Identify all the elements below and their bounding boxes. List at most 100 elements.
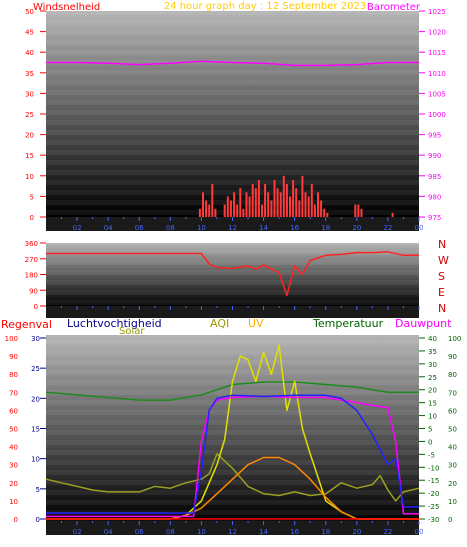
x-tick-label: 20 bbox=[352, 224, 361, 232]
wind-bar bbox=[239, 188, 242, 217]
dewpoint-tick-label: 30 bbox=[448, 462, 457, 470]
compass-label: N bbox=[438, 302, 446, 315]
x-tick-label: 08 bbox=[166, 224, 175, 232]
wind-bar bbox=[254, 188, 257, 217]
dewpoint-tick-label: 90 bbox=[448, 353, 457, 361]
wind-panel bbox=[46, 11, 419, 231]
wind-bar bbox=[310, 184, 313, 217]
wind-bar bbox=[289, 196, 291, 217]
temperature-tick-label: -15 bbox=[428, 477, 439, 485]
bottom-panel bbox=[46, 335, 419, 535]
x-tick-label: 14 bbox=[259, 528, 268, 536]
dewpoint-axis-label: Dauwpunt bbox=[395, 317, 452, 330]
wind-direction-line bbox=[46, 251, 419, 297]
barometer-tick-label: 990 bbox=[428, 152, 441, 160]
compass-label: E bbox=[438, 286, 445, 299]
wind-tick-label: 35 bbox=[25, 70, 34, 78]
temperature-tick-label: 25 bbox=[428, 374, 437, 382]
wind-bar bbox=[208, 204, 211, 217]
humidity-tick-label: 20 bbox=[31, 395, 40, 403]
x-tick-label: 04 bbox=[104, 528, 113, 536]
rain-tick-label: 100 bbox=[5, 335, 18, 343]
wind-tick-label: 45 bbox=[25, 29, 34, 37]
wind-tick-label: 15 bbox=[25, 152, 34, 160]
wind-bar bbox=[360, 208, 363, 217]
x-tick-label: 18 bbox=[321, 224, 330, 232]
dewpoint-tick-label: 80 bbox=[448, 371, 457, 379]
temperature-tick-label: -5 bbox=[428, 451, 435, 459]
dewpoint-tick-label: 0 bbox=[448, 516, 452, 524]
rain-tick-label: 60 bbox=[9, 407, 18, 415]
humidity-tick-label: 5 bbox=[36, 486, 40, 494]
wind-bar bbox=[267, 192, 270, 217]
wind-bar bbox=[233, 192, 236, 217]
dewpoint-tick-label: 50 bbox=[448, 426, 457, 434]
barometer-tick-label: 995 bbox=[428, 132, 441, 140]
x-tick-label: 16 bbox=[290, 528, 299, 536]
humidity-tick-label: 0 bbox=[36, 516, 40, 524]
wind-bar bbox=[301, 175, 304, 217]
x-tick-label: 10 bbox=[197, 528, 206, 536]
wind-tick-label: 40 bbox=[25, 49, 34, 57]
solar-line bbox=[46, 344, 419, 520]
x-tick-label: 08 bbox=[166, 528, 175, 536]
rain-tick-label: 10 bbox=[9, 498, 18, 506]
rain-tick-label: 30 bbox=[9, 462, 18, 470]
wind-bar bbox=[242, 208, 245, 217]
rain-tick-label: 50 bbox=[9, 426, 18, 434]
wind-bar bbox=[357, 204, 360, 217]
temperature-tick-label: -10 bbox=[428, 464, 439, 472]
x-tick-label: 18 bbox=[321, 528, 330, 536]
wind-bar bbox=[202, 192, 204, 217]
dewpoint-tick-label: 60 bbox=[448, 407, 457, 415]
x-tick-label: 04 bbox=[104, 224, 113, 232]
wind-bar bbox=[257, 179, 260, 217]
temperature-tick-label: 40 bbox=[428, 335, 437, 343]
barometer-tick-label: 985 bbox=[428, 173, 441, 181]
x-tick-label: 02 bbox=[73, 224, 82, 232]
compass-label: S bbox=[438, 270, 445, 283]
wind-bar bbox=[320, 200, 323, 217]
chart-title: 24 hour graph day : 12 September 2023 bbox=[164, 1, 366, 12]
dewpoint-tick-label: 40 bbox=[448, 444, 457, 452]
temperature-tick-label: 35 bbox=[428, 348, 437, 356]
barometer-tick-label: 1000 bbox=[428, 111, 446, 119]
wind-bar bbox=[211, 184, 214, 217]
wind-bar bbox=[223, 204, 226, 217]
uv-axis-label: UV bbox=[248, 317, 264, 330]
x-tick-label: 00 bbox=[415, 224, 424, 232]
dewpoint-tick-label: 100 bbox=[448, 335, 461, 343]
dewpoint-tick-label: 70 bbox=[448, 389, 457, 397]
temperature-tick-label: -30 bbox=[428, 516, 439, 524]
humidity-axis-label: Luchtvochtigheid bbox=[67, 317, 162, 330]
x-tick-label: 16 bbox=[290, 224, 299, 232]
rain-tick-label: 0 bbox=[14, 516, 18, 524]
wind-bar bbox=[226, 196, 229, 217]
direction-tick-label: 270 bbox=[25, 256, 38, 264]
wind-tick-label: 5 bbox=[30, 193, 34, 201]
wind-bar bbox=[251, 184, 254, 217]
wind-bar bbox=[214, 208, 217, 217]
humidity-tick-label: 25 bbox=[31, 365, 40, 373]
barometer-tick-label: 1010 bbox=[428, 70, 446, 78]
x-tick-label: 22 bbox=[383, 528, 392, 536]
barometer-tick-label: 1025 bbox=[428, 8, 446, 16]
wind-bar bbox=[292, 179, 295, 217]
direction-tick-label: 0 bbox=[34, 303, 38, 311]
wind-bar bbox=[236, 204, 239, 217]
x-tick-label: 14 bbox=[259, 224, 268, 232]
rain-tick-label: 40 bbox=[9, 444, 18, 452]
wind-bar bbox=[313, 204, 316, 217]
wind-tick-label: 10 bbox=[25, 173, 34, 181]
dewpoint-line bbox=[46, 395, 419, 518]
x-tick-label: 02 bbox=[73, 528, 82, 536]
temperature-tick-label: 30 bbox=[428, 361, 437, 369]
temperature-tick-label: 0 bbox=[428, 438, 432, 446]
x-tick-label: 00 bbox=[415, 528, 424, 536]
temperature-tick-label: -25 bbox=[428, 503, 439, 511]
wind-bar bbox=[285, 184, 288, 217]
temperature-tick-label: 15 bbox=[428, 400, 437, 408]
wind-bar bbox=[264, 184, 267, 217]
wind-bar bbox=[229, 200, 232, 217]
barometer-tick-label: 1015 bbox=[428, 49, 446, 57]
